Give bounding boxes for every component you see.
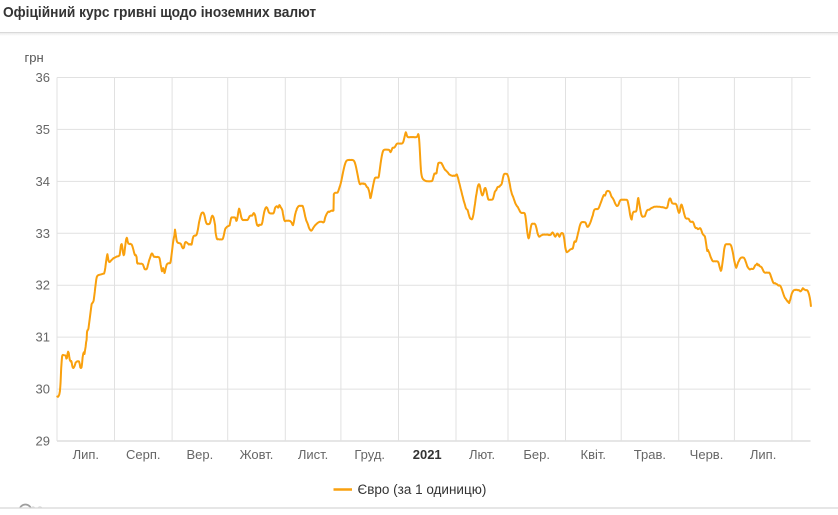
svg-text:Трав.: Трав. [634, 447, 666, 462]
svg-text:Лист.: Лист. [298, 447, 328, 462]
svg-text:Вер.: Вер. [187, 447, 214, 462]
svg-text:34: 34 [36, 174, 50, 189]
svg-text:Лип.: Лип. [73, 447, 99, 462]
svg-text:33: 33 [36, 226, 50, 241]
svg-text:Жовт.: Жовт. [240, 447, 274, 462]
svg-text:Груд.: Груд. [354, 447, 385, 462]
svg-text:31: 31 [36, 330, 50, 345]
svg-text:Черв.: Черв. [690, 447, 724, 462]
svg-text:Євро (за 1 одиницю): Євро (за 1 одиницю) [358, 482, 487, 497]
svg-text:Бер.: Бер. [523, 447, 550, 462]
svg-text:Серп.: Серп. [126, 447, 161, 462]
svg-text:Квіт.: Квіт. [581, 447, 607, 462]
svg-text:36: 36 [36, 70, 50, 85]
svg-text:2021: 2021 [413, 447, 442, 462]
svg-text:35: 35 [36, 122, 50, 137]
svg-text:30: 30 [36, 382, 50, 397]
svg-text:Лют.: Лют. [469, 447, 495, 462]
svg-text:Лип.: Лип. [750, 447, 776, 462]
svg-text:32: 32 [36, 278, 50, 293]
svg-text:29: 29 [36, 434, 50, 449]
